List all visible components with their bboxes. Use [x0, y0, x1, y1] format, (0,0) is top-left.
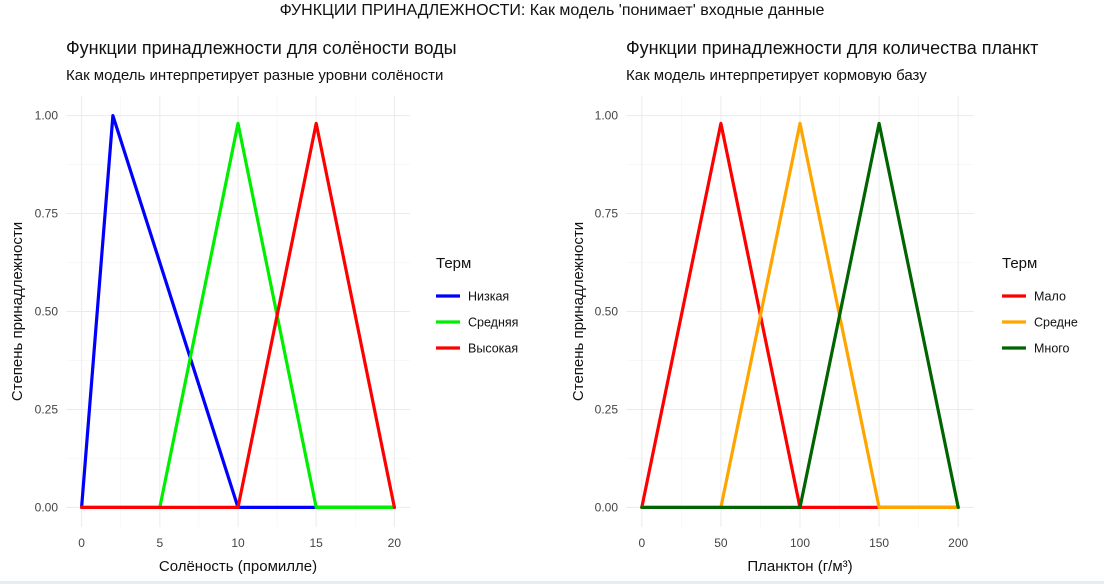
- x-tick-label: 150: [869, 536, 889, 550]
- legend-label: Средне: [1034, 316, 1078, 330]
- y-tick-label: 0.25: [35, 402, 59, 416]
- chart-subtitle: Как модель интерпретирует кормовую базу: [626, 67, 927, 84]
- chart-subtitle: Как модель интерпретирует разные уровни …: [66, 67, 443, 84]
- chart-panel-2: Функции принадлежности для количества пл…: [570, 38, 1078, 575]
- chart-title: Функции принадлежности для солёности вод…: [66, 38, 457, 58]
- y-tick-label: 0.50: [595, 305, 619, 319]
- y-tick-label: 1.00: [35, 109, 59, 123]
- legend-title: Терм: [1002, 255, 1037, 272]
- legend-title: Терм: [436, 255, 471, 272]
- y-tick-label: 0.00: [35, 500, 59, 514]
- x-tick-label: 5: [156, 536, 163, 550]
- legend-label: Много: [1034, 342, 1070, 356]
- x-tick-label: 100: [790, 536, 810, 550]
- x-axis-label: Солёность (промилле): [159, 558, 317, 575]
- x-tick-label: 0: [638, 536, 645, 550]
- y-axis-label: Степень принадлежности: [9, 222, 26, 401]
- x-tick-label: 20: [388, 536, 402, 550]
- legend-label: Низкая: [468, 290, 509, 304]
- y-tick-label: 0.25: [595, 402, 619, 416]
- y-tick-label: 0.75: [35, 207, 59, 221]
- x-tick-label: 0: [78, 536, 85, 550]
- chart-panel-1: Функции принадлежности для солёности вод…: [9, 38, 518, 575]
- y-tick-label: 1.00: [595, 109, 619, 123]
- bottom-border: [0, 581, 1104, 584]
- y-tick-label: 0.75: [595, 207, 619, 221]
- legend-label: Мало: [1034, 290, 1066, 304]
- x-tick-label: 10: [231, 536, 245, 550]
- figure-suptitle: ФУНКЦИИ ПРИНАДЛЕЖНОСТИ: Как модель 'пони…: [279, 2, 825, 19]
- x-tick-label: 15: [310, 536, 324, 550]
- chart-title: Функции принадлежности для количества пл…: [626, 38, 1038, 58]
- series-line-Много: [640, 121, 960, 509]
- x-tick-label: 200: [948, 536, 968, 550]
- y-axis-label: Степень принадлежности: [570, 222, 587, 401]
- legend-label: Высокая: [468, 342, 518, 356]
- y-tick-label: 0.00: [595, 500, 619, 514]
- legend-label: Средняя: [468, 316, 518, 330]
- x-axis-label: Планктон (г/м³): [747, 558, 852, 575]
- chart-legend: Терм Мало Средне Много: [1002, 255, 1078, 356]
- x-tick-label: 50: [714, 536, 728, 550]
- series-line-Высокая: [79, 121, 396, 509]
- y-tick-label: 0.50: [35, 305, 59, 319]
- chart-legend: Терм Низкая Средняя Высокая: [436, 255, 518, 356]
